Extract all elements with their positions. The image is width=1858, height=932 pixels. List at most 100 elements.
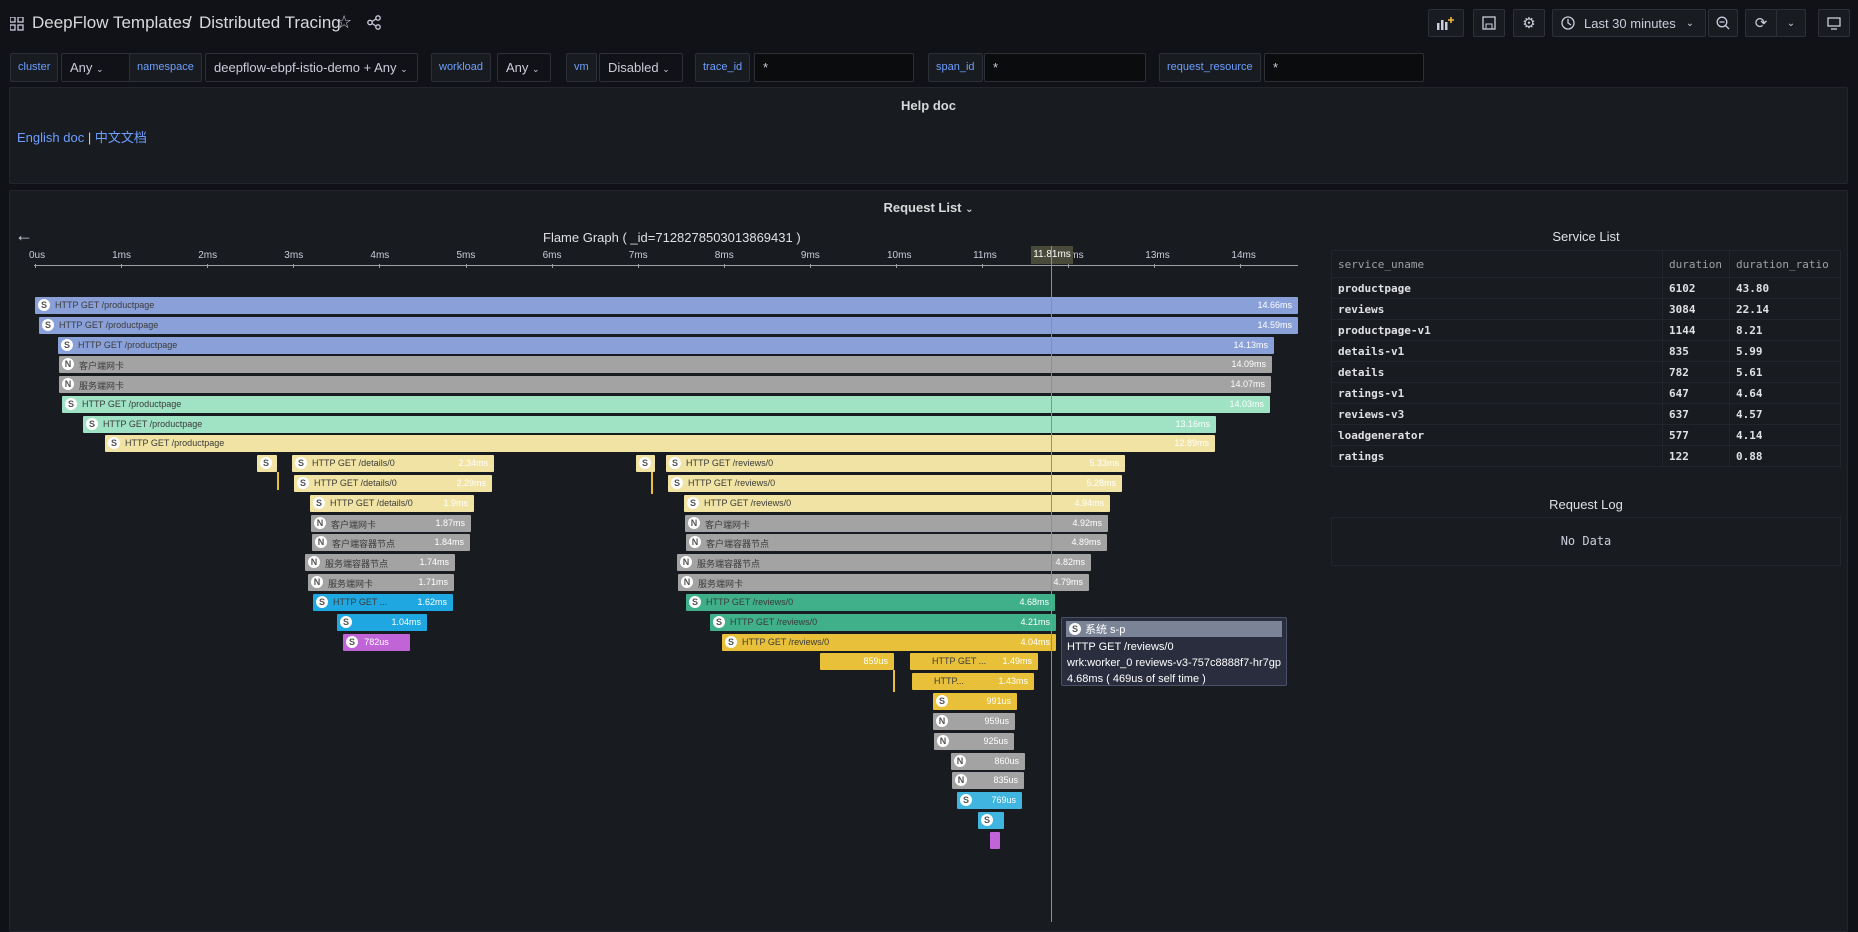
table-cell: 1144	[1662, 319, 1730, 341]
column-header[interactable]: service_uname	[1331, 250, 1663, 278]
back-arrow-icon[interactable]: ←	[15, 225, 33, 245]
flame-span-bar[interactable]: N 客户端网卡 1.87ms	[311, 515, 471, 532]
flame-span-bar[interactable]: S HTTP GET /productpage 14.03ms	[62, 396, 1270, 413]
tv-mode-button[interactable]	[1818, 9, 1850, 37]
flame-span-bar[interactable]: S HTTP GET /productpage 14.66ms	[35, 297, 1298, 314]
flame-span-bar[interactable]: S HTTP GET /productpage 14.59ms	[39, 317, 1298, 334]
flame-span-bar[interactable]: N 835us	[952, 772, 1024, 789]
column-header[interactable]: duration	[1662, 250, 1730, 278]
table-row[interactable]: details 782 5.61	[1331, 361, 1841, 383]
span-connector	[893, 670, 895, 692]
flame-span-bar[interactable]: S HTTP GET /reviews/0 5.28ms	[668, 475, 1122, 492]
zoom-out-button[interactable]	[1708, 9, 1738, 37]
time-picker[interactable]: Last 30 minutes ⌄	[1552, 9, 1706, 37]
cursor-time-label: 11.81ms	[1031, 246, 1073, 264]
refresh-interval-button[interactable]: ⌄	[1776, 9, 1806, 37]
flame-span-bar[interactable]: HTTP... 1.43ms	[912, 673, 1034, 690]
flame-span-bar[interactable]: S HTTP GET /details/0 2.29ms	[294, 475, 492, 492]
apps-grid-icon[interactable]	[10, 17, 24, 31]
trace-id-input[interactable]: *	[754, 53, 914, 82]
flame-span-bar[interactable]: S	[978, 812, 1004, 829]
star-icon[interactable]: ☆	[336, 12, 353, 32]
span-duration: 769us	[991, 795, 1016, 805]
var-select-vm[interactable]: Disabled ⌄	[599, 53, 683, 82]
span-duration: 5.33ms	[1089, 458, 1119, 468]
gear-icon: ⚙	[1522, 15, 1536, 32]
flame-span-bar[interactable]: N 服务端容器节点 1.74ms	[305, 554, 455, 571]
refresh-button[interactable]: ⟳	[1745, 9, 1777, 37]
service-icon: S	[86, 418, 98, 430]
chinese-doc-link[interactable]: 中文文档	[94, 130, 147, 145]
flame-span-bar[interactable]: S HTTP GET /reviews/0 4.04ms	[722, 634, 1056, 651]
flame-span-bar[interactable]: N 服务端网卡 1.71ms	[308, 574, 454, 591]
flame-span-bar[interactable]: N 925us	[934, 733, 1014, 750]
time-axis-tick	[293, 264, 295, 268]
flame-span-bar[interactable]: S HTTP GET /productpage 12.89ms	[105, 435, 1215, 452]
table-cell: productpage-v1	[1331, 319, 1663, 341]
flame-span-bar[interactable]: S HTTP GET /details/0 2.34ms	[292, 455, 494, 472]
flame-span-bar[interactable]: S	[636, 455, 655, 472]
column-header[interactable]: duration_ratio	[1729, 250, 1841, 278]
service-list-table: service_uname duration duration_ratio pr…	[1331, 250, 1841, 467]
span-duration: 782us	[364, 637, 389, 647]
flame-span-bar[interactable]: S 991us	[933, 693, 1017, 710]
var-select-namespace[interactable]: deepflow-ebpf-istio-demo + Any ⌄	[205, 53, 418, 82]
table-row[interactable]: ratings 122 0.88	[1331, 445, 1841, 467]
breadcrumb-folder[interactable]: DeepFlow Templates	[32, 13, 191, 32]
flame-span-bar[interactable]: S HTTP GET /reviews/0 4.21ms	[710, 614, 1056, 631]
time-range-label: Last 30 minutes	[1584, 15, 1676, 31]
flame-span-bar[interactable]: N 客户端容器节点 1.84ms	[312, 534, 470, 551]
table-row[interactable]: ratings-v1 647 4.64	[1331, 382, 1841, 404]
flame-span-bar[interactable]: S HTTP GET /productpage 13.16ms	[83, 416, 1216, 433]
table-cell: 782	[1662, 361, 1730, 383]
time-axis-tick-label: 11ms	[973, 250, 997, 261]
flame-span-bar[interactable]	[990, 832, 1000, 849]
table-row[interactable]: productpage 6102 43.80	[1331, 277, 1841, 299]
time-axis-tick-label: 4ms	[370, 250, 390, 261]
settings-button[interactable]: ⚙	[1513, 9, 1545, 37]
flame-span-bar[interactable]: S HTTP GET /reviews/0 5.33ms	[666, 455, 1125, 472]
flame-span-bar[interactable]: S	[257, 455, 277, 472]
network-icon: N	[681, 576, 693, 588]
flame-span-bar[interactable]: N 客户端网卡 4.92ms	[685, 515, 1108, 532]
table-row[interactable]: productpage-v1 1144 8.21	[1331, 319, 1841, 341]
save-dashboard-button[interactable]	[1473, 9, 1505, 37]
span-id-input[interactable]: *	[984, 53, 1146, 82]
flame-span-bar[interactable]: S 782us	[343, 634, 410, 651]
add-panel-button[interactable]	[1428, 9, 1464, 37]
flame-span-bar[interactable]: S HTTP GET ... 1.62ms	[313, 594, 453, 611]
flame-span-bar[interactable]: N 860us	[951, 753, 1025, 770]
service-icon: S	[687, 497, 699, 509]
table-cell: 0.88	[1729, 445, 1841, 467]
flame-span-bar[interactable]: N 服务端网卡 14.07ms	[59, 376, 1271, 393]
request-resource-input[interactable]: *	[1264, 53, 1424, 82]
flame-span-bar[interactable]: N 服务端容器节点 4.82ms	[677, 554, 1091, 571]
table-row[interactable]: details-v1 835 5.99	[1331, 340, 1841, 362]
var-label-cluster: cluster	[10, 53, 59, 82]
span-connector	[651, 472, 653, 494]
flame-span-bar[interactable]: S 1.04ms	[337, 614, 427, 631]
table-row[interactable]: reviews 3084 22.14	[1331, 298, 1841, 320]
var-select-workload[interactable]: Any ⌄	[497, 53, 551, 82]
table-row[interactable]: loadgenerator 577 4.14	[1331, 424, 1841, 446]
flame-span-bar[interactable]: 859us	[820, 653, 894, 670]
flame-span-bar[interactable]: N 959us	[933, 713, 1015, 730]
english-doc-link[interactable]: English doc	[17, 130, 85, 145]
flame-span-bar[interactable]: N 服务端网卡 4.79ms	[678, 574, 1089, 591]
flame-span-bar[interactable]: N 客户端网卡 14.09ms	[59, 356, 1272, 373]
network-icon: N	[680, 556, 692, 568]
flame-span-bar[interactable]: N 客户端容器节点 4.89ms	[686, 534, 1107, 551]
flame-span-bar[interactable]: S 769us	[957, 792, 1022, 809]
page-title[interactable]: Distributed Tracing	[199, 13, 341, 32]
flame-span-bar[interactable]: S HTTP GET /productpage 14.13ms	[58, 337, 1274, 354]
panel-title[interactable]: Request List ⌄	[10, 200, 1847, 215]
table-row[interactable]: reviews-v3 637 4.57	[1331, 403, 1841, 425]
flame-span-bar[interactable]: S HTTP GET /details/0 1.9ms	[310, 495, 474, 512]
span-duration: 925us	[983, 736, 1008, 746]
time-axis-tick-label: 14ms	[1231, 250, 1256, 261]
flame-span-bar[interactable]: S HTTP GET /reviews/0 4.94ms	[684, 495, 1110, 512]
flame-span-bar[interactable]: HTTP GET ... 1.49ms	[910, 653, 1038, 670]
table-cell: 835	[1662, 340, 1730, 362]
flame-span-bar[interactable]: S HTTP GET /reviews/0 4.68ms	[686, 594, 1055, 611]
share-icon[interactable]	[367, 15, 381, 30]
